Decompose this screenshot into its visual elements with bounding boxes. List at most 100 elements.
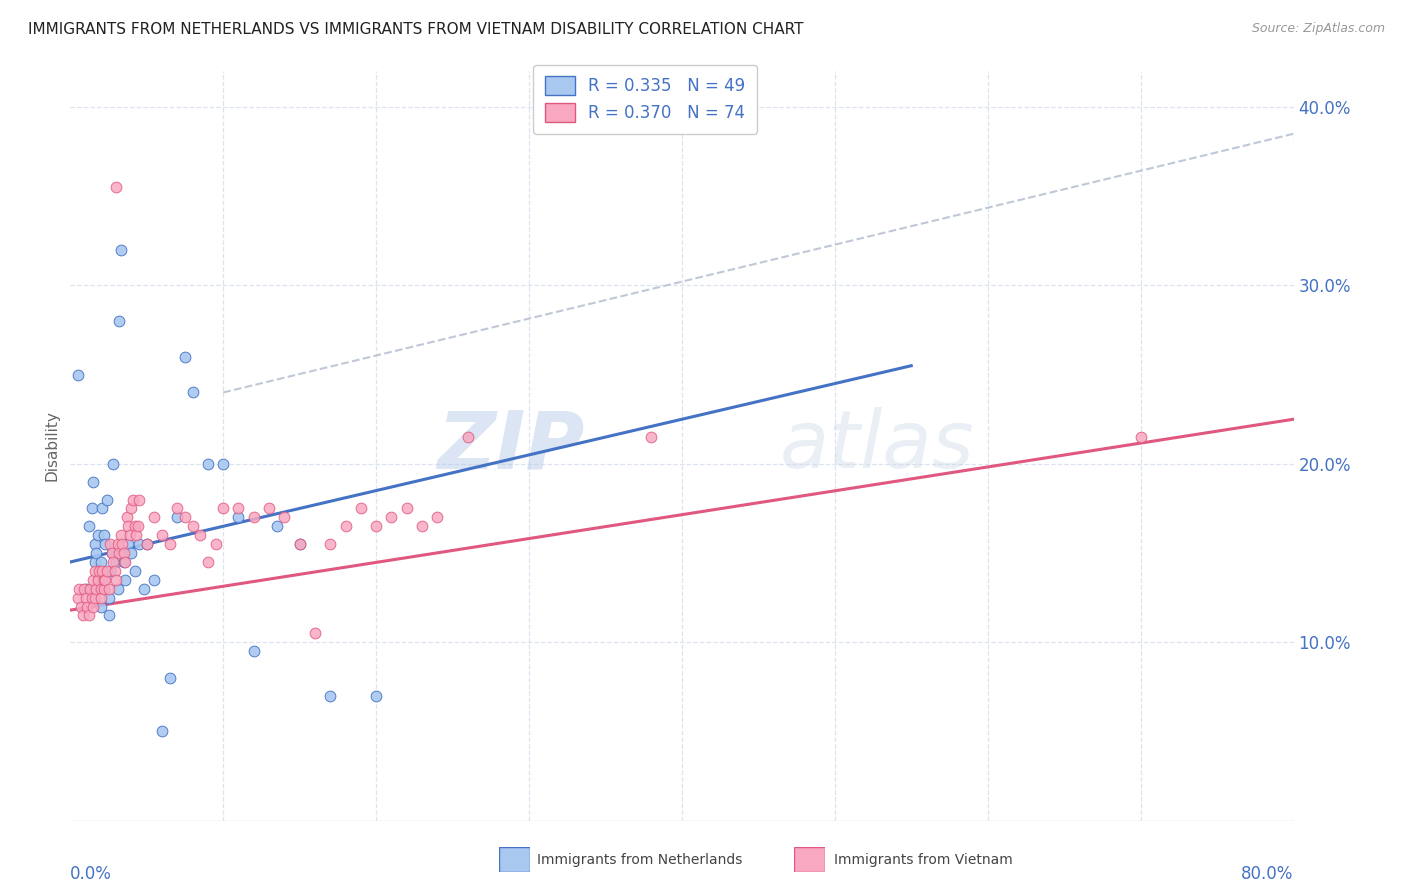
Point: [77, 608, 100, 623]
Point: [273, 510, 295, 524]
Text: Immigrants from Netherlands: Immigrants from Netherlands: [537, 853, 742, 867]
Point: [366, 519, 388, 533]
Point: [121, 546, 143, 560]
Point: [89, 573, 111, 587]
Point: [82, 573, 104, 587]
Point: [127, 519, 149, 533]
Point: [93, 582, 115, 596]
Point: [118, 528, 141, 542]
Point: [91, 501, 114, 516]
Point: [117, 537, 139, 551]
Point: [380, 510, 402, 524]
Point: [75, 591, 97, 605]
Point: [90, 591, 112, 605]
Text: IMMIGRANTS FROM NETHERLANDS VS IMMIGRANTS FROM VIETNAM DISABILITY CORRELATION CH: IMMIGRANTS FROM NETHERLANDS VS IMMIGRANT…: [28, 22, 804, 37]
Point: [114, 555, 136, 569]
Point: [94, 537, 117, 551]
Point: [97, 591, 120, 605]
Point: [84, 582, 107, 596]
Point: [66, 591, 89, 605]
Point: [411, 519, 433, 533]
Point: [117, 519, 139, 533]
Text: 0.0%: 0.0%: [70, 865, 112, 883]
Point: [122, 492, 145, 507]
Point: [135, 537, 157, 551]
Point: [212, 501, 235, 516]
Point: [84, 546, 107, 560]
Point: [87, 573, 110, 587]
Point: [159, 537, 181, 551]
Point: [90, 599, 112, 614]
Point: [457, 430, 479, 444]
Point: [125, 528, 148, 542]
Point: [174, 510, 197, 524]
Point: [82, 599, 104, 614]
Point: [79, 582, 101, 596]
Point: [83, 555, 105, 569]
Point: [97, 582, 120, 596]
Point: [304, 626, 326, 640]
Point: [150, 724, 173, 739]
Point: [350, 501, 373, 516]
Point: [188, 528, 211, 542]
Point: [108, 546, 131, 560]
Point: [87, 573, 110, 587]
Text: 80.0%: 80.0%: [1241, 865, 1294, 883]
Point: [212, 457, 235, 471]
Point: [93, 582, 115, 596]
Point: [93, 573, 115, 587]
Point: [121, 501, 143, 516]
Point: [366, 689, 388, 703]
Point: [100, 546, 122, 560]
Point: [90, 555, 112, 569]
Point: [111, 537, 134, 551]
Point: [105, 555, 128, 569]
Point: [150, 528, 173, 542]
Point: [115, 510, 138, 524]
Point: [82, 475, 104, 489]
Point: [96, 564, 118, 578]
Legend: R = 0.335   N = 49, R = 0.370   N = 74: R = 0.335 N = 49, R = 0.370 N = 74: [533, 65, 756, 134]
Point: [72, 608, 94, 623]
Point: [335, 519, 357, 533]
Point: [93, 528, 115, 542]
Point: [101, 555, 124, 569]
Point: [159, 671, 181, 685]
Point: [228, 510, 250, 524]
Point: [66, 368, 89, 382]
Text: Source: ZipAtlas.com: Source: ZipAtlas.com: [1251, 22, 1385, 36]
Point: [76, 599, 98, 614]
Point: [75, 582, 97, 596]
Point: [166, 501, 188, 516]
Point: [80, 501, 103, 516]
Point: [204, 537, 226, 551]
Point: [640, 430, 662, 444]
Point: [98, 537, 121, 551]
Point: [73, 582, 96, 596]
Point: [87, 528, 110, 542]
Point: [319, 689, 342, 703]
Point: [112, 555, 135, 569]
Point: [143, 510, 166, 524]
Point: [228, 501, 250, 516]
Point: [112, 546, 135, 560]
Point: [101, 457, 124, 471]
Point: [166, 510, 188, 524]
Point: [108, 314, 131, 328]
Point: [89, 564, 111, 578]
Text: ZIP: ZIP: [437, 407, 583, 485]
Point: [395, 501, 418, 516]
Y-axis label: Disability: Disability: [44, 410, 59, 482]
Point: [96, 492, 118, 507]
Point: [107, 537, 129, 551]
Point: [97, 608, 120, 623]
Point: [197, 457, 219, 471]
Point: [243, 510, 266, 524]
Point: [104, 564, 127, 578]
Point: [135, 537, 157, 551]
Point: [91, 564, 114, 578]
Point: [105, 573, 128, 587]
Point: [128, 537, 150, 551]
Point: [110, 528, 132, 542]
Point: [124, 519, 146, 533]
